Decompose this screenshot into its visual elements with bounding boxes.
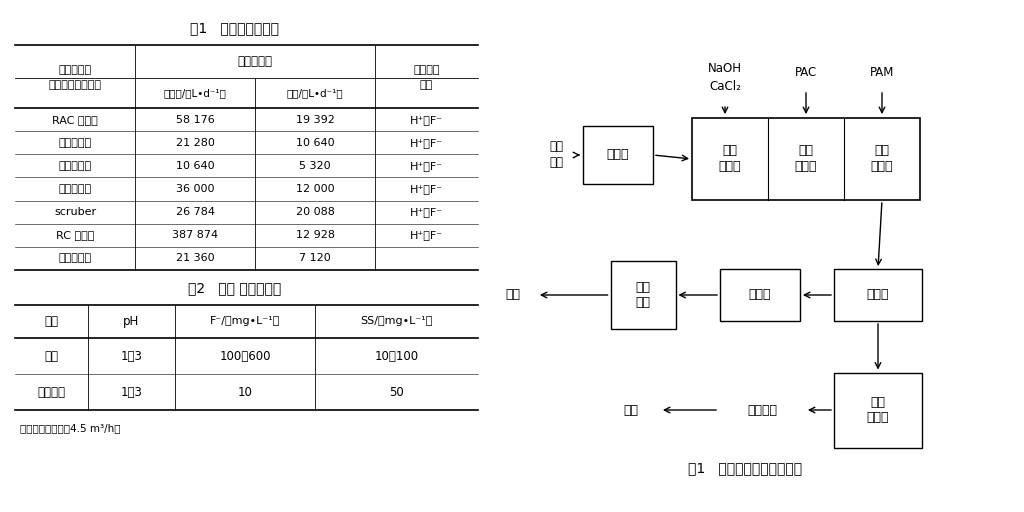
Text: NaOH: NaOH: [708, 61, 742, 75]
Text: 10: 10: [238, 386, 253, 398]
Text: 单片清洗机: 单片清洗机: [58, 184, 91, 194]
Text: CaCl₂: CaCl₂: [709, 79, 741, 93]
Text: 二级: 二级: [799, 144, 813, 158]
Text: 钛铜刻蚀机: 钛铜刻蚀机: [58, 161, 91, 171]
Text: 隔膜厢式: 隔膜厢式: [746, 403, 777, 416]
Text: 炉管清洗机: 炉管清洗机: [58, 253, 91, 264]
Text: 项目: 项目: [44, 315, 58, 328]
Text: 图1   生产废水处理工艺流程: 图1 生产废水处理工艺流程: [688, 461, 802, 475]
Text: 废水: 废水: [549, 157, 563, 169]
Text: H⁺、F⁻: H⁺、F⁻: [410, 138, 443, 148]
Text: 反应池: 反应池: [795, 160, 817, 174]
Text: 废水排放量: 废水排放量: [238, 55, 272, 68]
Text: 絮凝池: 絮凝池: [870, 160, 893, 174]
Text: 12 928: 12 928: [296, 230, 335, 240]
Text: 最大量/（L•d⁻¹）: 最大量/（L•d⁻¹）: [164, 88, 226, 98]
Text: 100～600: 100～600: [219, 350, 270, 362]
Text: 5 320: 5 320: [299, 161, 331, 171]
Text: H⁺、F⁻: H⁺、F⁻: [410, 230, 443, 240]
Text: 表1   废水来源及成分: 表1 废水来源及成分: [190, 21, 280, 35]
Text: 反应池: 反应池: [719, 160, 741, 174]
Text: 表2   设计 进出水水质: 表2 设计 进出水水质: [188, 281, 282, 295]
Text: 21 360: 21 360: [176, 253, 214, 264]
Bar: [834, 269, 922, 321]
Text: 中和
系统: 中和 系统: [636, 281, 650, 309]
Text: 沉淀池: 沉淀池: [866, 288, 889, 302]
Text: H⁺、F⁻: H⁺、F⁻: [410, 115, 443, 124]
Text: SS/（mg•L⁻¹）: SS/（mg•L⁻¹）: [360, 316, 433, 327]
Text: 19 392: 19 392: [296, 115, 335, 124]
Text: pH: pH: [123, 315, 139, 328]
Bar: [720, 269, 800, 321]
Bar: [692, 118, 920, 200]
Text: 废水主要: 废水主要: [414, 66, 439, 75]
Text: PAM: PAM: [869, 66, 894, 78]
Text: H⁺、F⁻: H⁺、F⁻: [410, 161, 443, 171]
Text: 外排: 外排: [505, 288, 520, 302]
Text: H⁺、F⁻: H⁺、F⁻: [410, 207, 443, 217]
Text: 36 000: 36 000: [176, 184, 214, 194]
Text: 1～3: 1～3: [121, 350, 142, 362]
Text: 调节池: 调节池: [607, 148, 630, 161]
Text: 生产: 生产: [549, 140, 563, 154]
Text: 出水池: 出水池: [749, 288, 771, 302]
Text: scruber: scruber: [54, 207, 96, 217]
Text: 7 120: 7 120: [299, 253, 331, 264]
Text: 注：设计流量为：4.5 m³/h。: 注：设计流量为：4.5 m³/h。: [20, 423, 121, 433]
Text: 成分: 成分: [420, 80, 433, 91]
Text: 废水排放点: 废水排放点: [58, 66, 91, 75]
Bar: [583, 126, 653, 184]
Text: 进水: 进水: [44, 350, 58, 362]
Text: 10 640: 10 640: [296, 138, 334, 148]
Text: 50: 50: [389, 386, 403, 398]
Text: 外运: 外运: [623, 403, 638, 416]
Text: 10 640: 10 640: [176, 161, 214, 171]
Text: H⁺、F⁻: H⁺、F⁻: [410, 184, 443, 194]
Text: 1～3: 1～3: [121, 386, 142, 398]
Text: 58 176: 58 176: [176, 115, 214, 124]
Text: 排水标准: 排水标准: [38, 386, 66, 398]
Text: 21 280: 21 280: [175, 138, 214, 148]
Text: 12 000: 12 000: [296, 184, 334, 194]
Text: 平均/（L•d⁻¹）: 平均/（L•d⁻¹）: [287, 88, 343, 98]
Bar: [834, 373, 922, 447]
Text: 污泥
浓缩池: 污泥 浓缩池: [866, 396, 889, 424]
Text: 10～100: 10～100: [375, 350, 419, 362]
Text: 26 784: 26 784: [175, 207, 214, 217]
Text: （清洗、刻蚀等）: （清洗、刻蚀等）: [48, 80, 101, 91]
Text: RAC 清洗机: RAC 清洗机: [52, 115, 98, 124]
Text: 三级: 三级: [874, 144, 890, 158]
Text: F⁻/（mg•L⁻¹）: F⁻/（mg•L⁻¹）: [210, 316, 281, 327]
Text: 湿法刻蚀机: 湿法刻蚀机: [58, 138, 91, 148]
Text: 一级: 一级: [723, 144, 737, 158]
Text: PAC: PAC: [795, 66, 817, 78]
Text: RC 清洗机: RC 清洗机: [56, 230, 94, 240]
Bar: [610, 261, 676, 329]
Text: 20 088: 20 088: [296, 207, 335, 217]
Text: 387 874: 387 874: [172, 230, 218, 240]
